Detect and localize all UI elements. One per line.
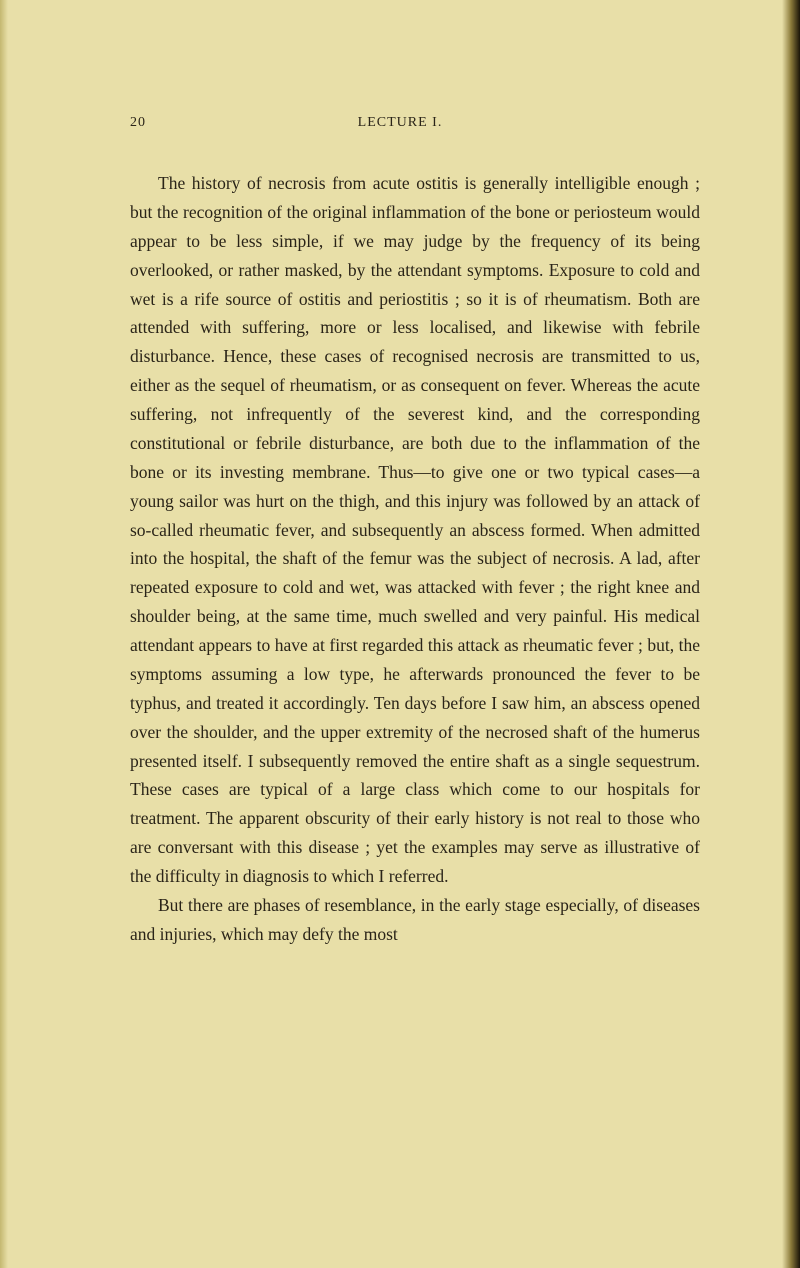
page-content: 20 LECTURE I. The history of necrosis fr… [0,0,800,1268]
paragraph-1: The history of necrosis from acute ostit… [130,169,700,891]
page-header: 20 LECTURE I. [130,115,700,131]
paragraph-2: But there are phases of resemblance, in … [130,891,700,949]
page-number: 20 [130,115,146,131]
lecture-title: LECTURE I. [358,115,443,131]
